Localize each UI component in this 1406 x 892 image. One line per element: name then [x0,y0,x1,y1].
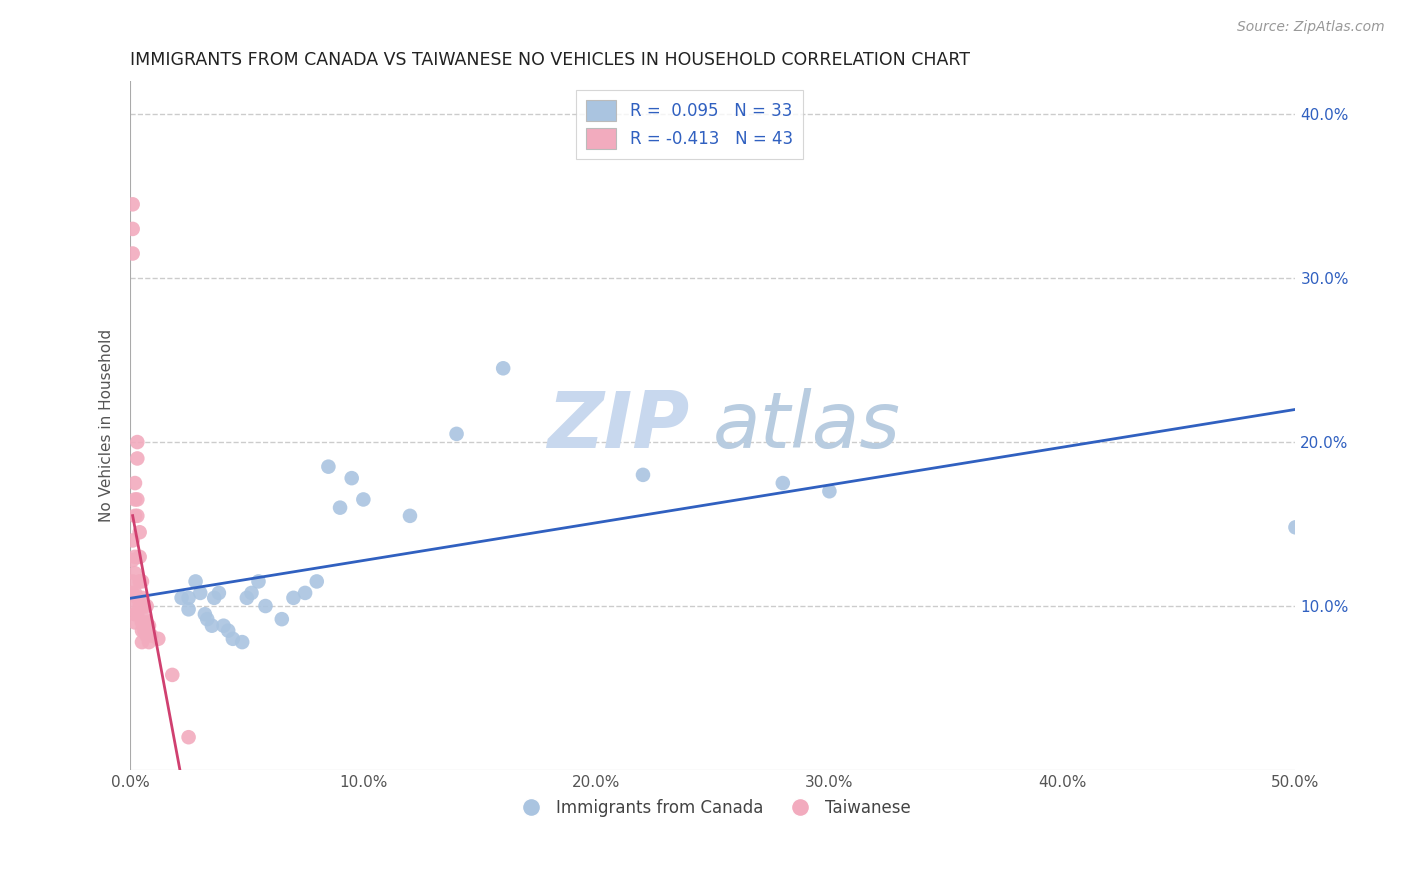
Point [631,467,654,482]
Point [131,624,153,638]
Point [124,508,146,523]
Point [202,591,225,605]
Point [124,586,146,600]
Legend: Immigrants from Canada, Taiwanese: Immigrants from Canada, Taiwanese [508,792,918,823]
Point [131,591,153,605]
Text: atlas: atlas [713,388,901,464]
Point [124,492,146,507]
Point [128,525,150,540]
Point [121,533,143,548]
Point [127,435,149,450]
Point [128,574,150,589]
Point [240,586,263,600]
Point [121,586,143,600]
Point [247,574,270,589]
Point [127,451,149,466]
Point [128,549,150,564]
Point [772,476,794,491]
Point [131,635,153,649]
Point [138,618,160,632]
Point [340,471,363,485]
Point [194,607,217,622]
Point [208,586,231,600]
Point [170,591,193,605]
Point [121,246,143,260]
Point [184,574,207,589]
Point [399,508,422,523]
Point [124,566,146,581]
Point [127,591,149,605]
Text: Source: ZipAtlas.com: Source: ZipAtlas.com [1237,20,1385,34]
Point [222,632,245,646]
Y-axis label: No Vehicles in Household: No Vehicles in Household [100,329,114,522]
Point [141,628,163,642]
Point [201,618,224,632]
Point [138,635,160,649]
Point [127,508,149,523]
Point [128,599,150,613]
Point [121,197,143,211]
Point [121,222,143,236]
Point [329,500,352,515]
Point [124,607,146,622]
Point [127,607,149,622]
Point [318,459,340,474]
Point [177,591,200,605]
Point [305,574,328,589]
Point [283,591,305,605]
Point [124,549,146,564]
Point [492,361,515,376]
Point [195,612,218,626]
Point [148,632,170,646]
Point [131,615,153,630]
Point [124,599,146,613]
Point [134,599,156,613]
Point [127,492,149,507]
Point [177,602,200,616]
Point [134,612,156,626]
Point [1284,520,1306,534]
Point [135,615,157,630]
Point [124,476,146,491]
Point [294,586,316,600]
Text: IMMIGRANTS FROM CANADA VS TAIWANESE NO VEHICLES IN HOUSEHOLD CORRELATION CHART: IMMIGRANTS FROM CANADA VS TAIWANESE NO V… [131,51,970,69]
Point [818,484,841,499]
Point [134,624,156,638]
Point [121,574,143,589]
Point [162,668,184,682]
Point [236,591,259,605]
Point [217,624,239,638]
Point [212,618,235,632]
Point [124,615,146,630]
Point [254,599,277,613]
Point [121,553,143,567]
Point [177,730,200,744]
Point [446,426,468,441]
Point [135,599,157,613]
Text: ZIP: ZIP [547,388,689,464]
Point [188,586,211,600]
Point [270,612,292,626]
Point [231,635,253,649]
Point [135,628,157,642]
Point [352,492,374,507]
Point [131,574,153,589]
